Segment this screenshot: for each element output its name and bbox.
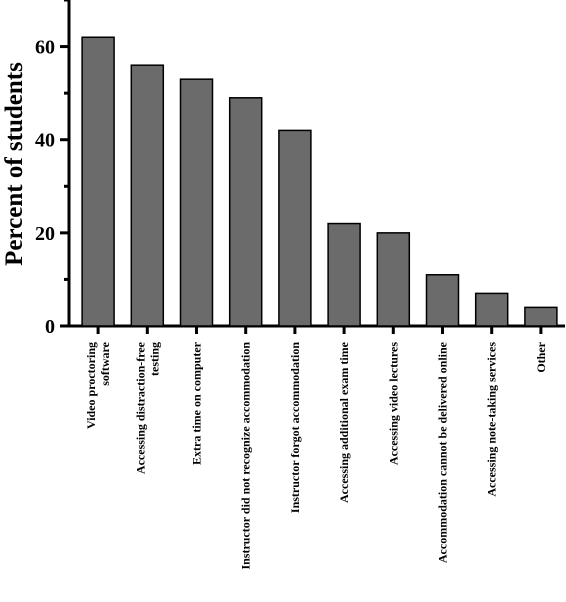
x-tick-label-line: Accessing additional exam time [337,341,351,503]
x-tick-label-line: Other [534,341,548,372]
x-tick-label-line: Instructor did not recognize accommodati… [239,342,253,570]
x-tick-label: Accessing additional exam time [337,341,351,503]
y-tick-label: 60 [35,37,55,59]
bar [425,274,460,327]
y-tick-label: 20 [35,223,55,245]
y-ticks: 0 20 40 60 [35,0,69,338]
x-tick-label-line: Accommodation cannot be delivered online [436,341,450,563]
bar [278,129,312,327]
x-tick-label-line: Instructor forgot accommodation [288,342,302,513]
x-tick-label-line: software [98,341,112,385]
x-tick-label: Video proctoring software [84,341,112,429]
x-tick-labels: Video proctoring software Accessing distra… [84,326,548,570]
x-tick-label: Accessing distraction-free testing [133,341,161,474]
y-axis-title: Percent of students [1,62,28,266]
x-tick-label-line: Accessing note-taking services [485,342,499,497]
x-tick-label: Other [534,341,548,372]
bar [376,232,411,327]
bar [524,306,558,327]
bars [81,36,558,327]
bar [179,78,214,327]
bar [81,36,115,327]
x-tick-label-line: Video proctoring [84,342,98,429]
x-tick-label: Accessing note-taking services [485,342,499,497]
y-tick-label: 40 [35,130,55,152]
bar [228,97,263,327]
x-tick-label: Accessing video lectures [386,342,400,465]
y-tick-label: 0 [45,316,55,338]
bar [327,222,361,327]
bar [130,64,165,327]
x-tick-label: Extra time on computer [190,341,204,465]
x-tick-label-line: testing [147,342,161,376]
x-tick-label-line: Extra time on computer [190,341,204,465]
x-tick-label: Instructor forgot accommodation [288,342,302,513]
x-tick-label: Instructor did not recognize accommodati… [239,342,253,570]
x-tick-label-line: Accessing video lectures [386,342,400,465]
bar [474,292,509,327]
x-tick-label-line: Accessing distraction-free [133,341,147,474]
x-tick-label: Accommodation cannot be delivered online [436,341,450,563]
